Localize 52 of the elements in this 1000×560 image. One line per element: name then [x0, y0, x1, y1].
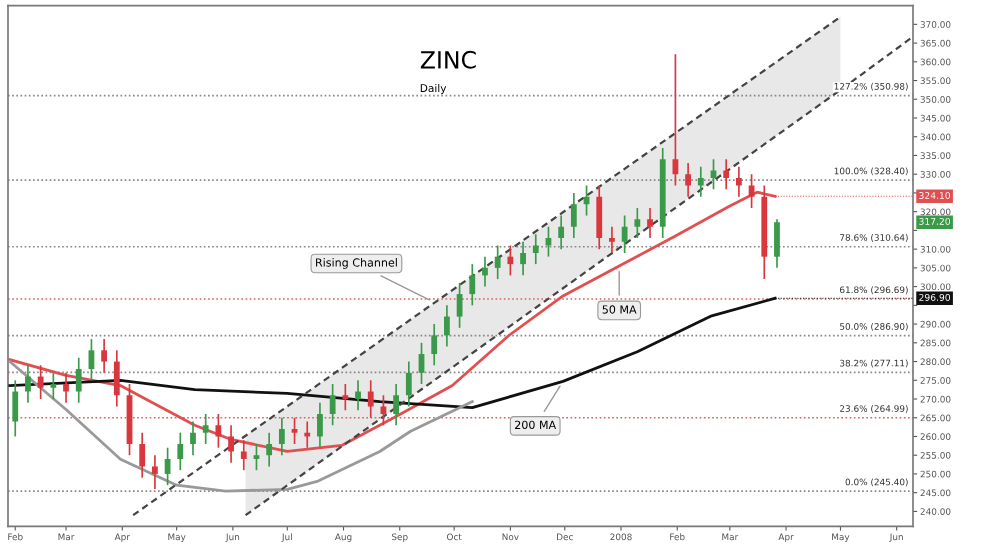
candlestick [253, 443, 260, 472]
candlestick [37, 364, 44, 400]
candlestick [444, 304, 450, 348]
candlestick [469, 263, 476, 307]
candlestick [621, 214, 628, 254]
candlestick [596, 184, 603, 250]
candlestick [75, 356, 82, 404]
candlestick [570, 192, 577, 239]
candlestick [405, 360, 412, 408]
candlestick [393, 383, 400, 427]
candlestick [482, 255, 488, 288]
candlestick [63, 371, 69, 404]
candlestick [494, 244, 501, 280]
candlestick [342, 383, 349, 412]
candlestick [240, 439, 247, 472]
candlestick [113, 349, 120, 408]
candlestick [329, 383, 336, 427]
candlestick [558, 214, 565, 250]
candlestick [215, 413, 222, 449]
candlestick [609, 225, 615, 254]
candlestick [228, 424, 234, 464]
candlestick [266, 431, 273, 468]
candlestick [50, 371, 57, 400]
candlestick [431, 323, 438, 367]
text: ZINC [420, 50, 476, 69]
candlestick [202, 413, 209, 445]
candlestick [735, 165, 742, 198]
candlestick [177, 431, 184, 472]
line-series [8, 360, 474, 493]
candlestick [367, 379, 374, 419]
candlestick [723, 158, 730, 191]
candlestick [685, 162, 692, 198]
candlestick [278, 416, 285, 457]
candlestick [12, 379, 19, 438]
candlestick [355, 379, 361, 412]
candlestick [774, 218, 780, 269]
candlestick [748, 173, 755, 209]
candlestick [152, 454, 158, 490]
candlestick [164, 446, 171, 487]
candlestick [647, 207, 653, 239]
candlestick [697, 165, 704, 198]
candlestick [190, 420, 196, 457]
candlestick [520, 240, 526, 277]
candlestick [507, 244, 514, 277]
candlestick [139, 431, 146, 479]
candlestick [710, 158, 717, 191]
candlestick [634, 207, 641, 239]
candlestick [101, 338, 108, 374]
candlestick [291, 416, 298, 445]
candlestick [317, 401, 323, 449]
candlestick [25, 364, 31, 404]
candlestick [532, 233, 539, 265]
